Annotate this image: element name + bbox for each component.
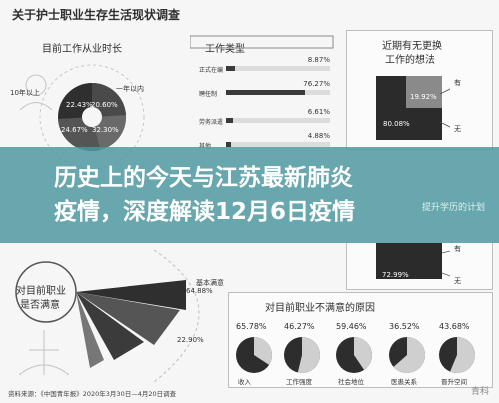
work-type-bar-value: 6.61% xyxy=(307,108,330,116)
satisfaction-pct-2: 22.90% xyxy=(177,336,204,344)
reason-pct: 43.68% xyxy=(439,322,470,331)
work-type-bar-fill xyxy=(226,118,233,123)
education-label-no: 无 xyxy=(454,277,461,285)
reason-label: 工作强度 xyxy=(286,378,312,386)
page-title: 关于护士职业生存生活现状调查 xyxy=(12,8,181,22)
watermark: 青科 xyxy=(470,387,489,397)
reasons-title: 对目前职业不满意的原因 xyxy=(265,303,375,314)
footer-source: 资料来源：《中国青年报》2020年3月30日—4月20日调查 xyxy=(8,390,177,398)
headline-text: 历史上的今天与江苏最新肺炎 疫情，深度解读12月6日疫情 xyxy=(54,161,484,229)
work-type-bar-label: 聘任制 xyxy=(199,91,218,98)
tenure-pct-2: 20.60% xyxy=(91,101,118,109)
change-job-title-1: 近期有无更换 xyxy=(382,41,442,52)
work-type-bar-value: 8.87% xyxy=(307,56,330,64)
change-job-pct-yes: 19.92% xyxy=(410,93,437,101)
tenure-pct-4: 32.30% xyxy=(92,126,119,134)
reason-label: 收入 xyxy=(238,378,251,386)
satisfaction-title-2: 是否满意 xyxy=(20,300,60,311)
reason-donut xyxy=(389,337,425,373)
education-pct: 72.99% xyxy=(382,271,409,279)
headline-banner: 历史上的今天与江苏最新肺炎 疫情，深度解读12月6日疫情 xyxy=(0,147,499,243)
satisfaction-chart xyxy=(15,250,200,383)
work-type-title: 工作类型 xyxy=(205,44,245,55)
work-type-bar-label: 正式在编 xyxy=(199,67,224,74)
work-type-bar-track xyxy=(226,118,330,123)
reason-donut xyxy=(336,337,372,373)
tenure-label-10y: 10年以上 xyxy=(10,89,40,97)
work-type-bar-value: 4.88% xyxy=(307,132,330,140)
work-type-bar-value: 76.27% xyxy=(303,80,330,88)
reason-donut xyxy=(284,337,320,373)
headline-line-2: 疫情，深度解读12月6日疫情 xyxy=(54,199,356,225)
change-job-title-2: 工作的想法 xyxy=(385,55,435,66)
change-job-pie xyxy=(376,76,450,140)
satisfaction-label-basic: 基本满意 xyxy=(196,279,224,287)
reason-label: 晋升空间 xyxy=(441,378,467,386)
tenure-label-1y: 一年以内 xyxy=(116,85,144,93)
tenure-title: 目前工作从业时长 xyxy=(42,44,122,55)
education-chart xyxy=(376,243,450,279)
work-type-bar-track xyxy=(226,90,330,95)
satisfaction-pct-1: 64.88% xyxy=(186,287,213,295)
reason-pct: 59.46% xyxy=(336,322,367,331)
reason-pct: 65.78% xyxy=(236,322,267,331)
reason-label: 医患关系 xyxy=(391,378,417,386)
change-job-label-yes: 有 xyxy=(454,79,461,87)
work-type-bar-track xyxy=(226,142,330,147)
work-type-bar-fill xyxy=(226,90,305,95)
tenure-donut xyxy=(19,64,145,170)
work-type-bar-fill xyxy=(226,66,235,71)
reason-pct: 46.27% xyxy=(284,322,315,331)
tenure-pct-3: 24.67% xyxy=(61,126,88,134)
work-type-bar-fill xyxy=(226,142,231,147)
reason-pct: 36.52% xyxy=(389,322,420,331)
change-job-pct-no: 80.08% xyxy=(383,120,410,128)
education-label-yes: 有 xyxy=(454,245,461,253)
education-title-fragment: 提升学历的计划 xyxy=(422,203,486,213)
work-type-bar-track xyxy=(226,66,330,71)
headline-line-1: 历史上的今天与江苏最新肺炎 xyxy=(54,165,353,191)
tenure-pct-1: 22.43% xyxy=(66,101,93,109)
work-type-bar-label: 其他 xyxy=(199,141,211,150)
change-job-label-no: 无 xyxy=(454,125,461,133)
reason-donut xyxy=(439,337,475,373)
reason-donut xyxy=(236,337,272,373)
reason-label: 社会地位 xyxy=(338,378,364,386)
satisfaction-title-1: 对目前职业 xyxy=(16,286,66,297)
work-type-bar-label: 劳务派遣 xyxy=(199,119,224,126)
